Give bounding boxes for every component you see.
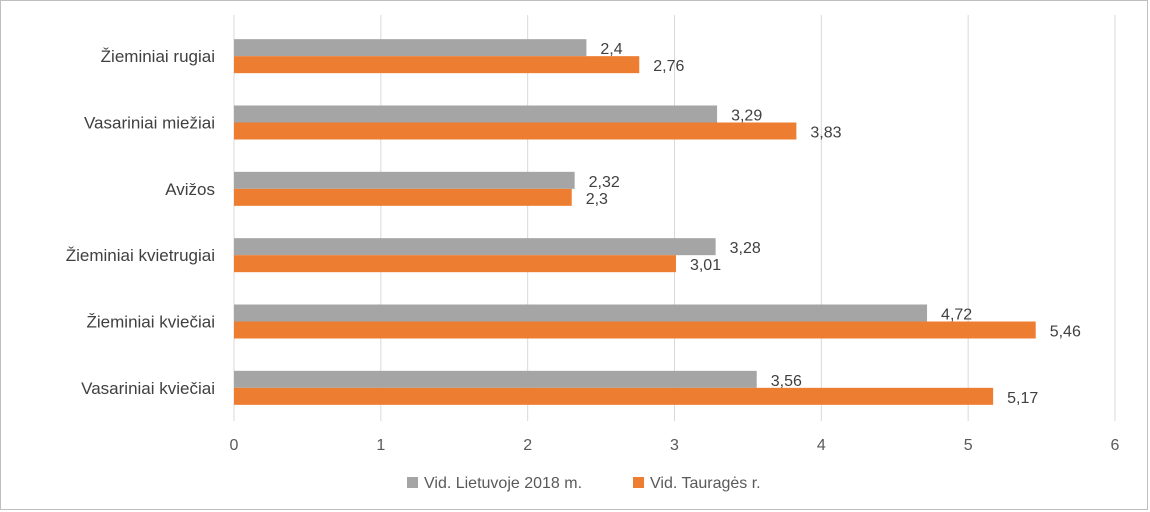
x-tick-label: 3 bbox=[670, 437, 679, 454]
data-label: 5,46 bbox=[1050, 324, 1081, 341]
bar-lithuania-2018 bbox=[234, 39, 587, 57]
category-label: Vasariniai miežiai bbox=[84, 114, 215, 133]
bar-taurage bbox=[234, 255, 676, 273]
legend-swatch-taurage bbox=[633, 477, 644, 488]
x-tick-label: 5 bbox=[964, 437, 973, 454]
gridlines bbox=[233, 15, 1116, 421]
legend-label: Vid. Tauragės r. bbox=[650, 475, 761, 492]
category-label: Žieminiai rugiai bbox=[101, 47, 215, 66]
legend: Vid. Lietuvoje 2018 m. Vid. Tauragės r. bbox=[407, 475, 761, 492]
data-label: 2,4 bbox=[600, 41, 622, 58]
category-label: Avižos bbox=[165, 180, 215, 199]
x-tick-label: 1 bbox=[376, 437, 385, 454]
category-label: Vasariniai kviečiai bbox=[81, 379, 215, 398]
bar-taurage bbox=[234, 56, 640, 74]
data-label: 3,28 bbox=[730, 240, 761, 257]
x-tick-label: 6 bbox=[1111, 437, 1120, 454]
value-axis: 0 1 2 3 4 5 6 bbox=[230, 437, 1120, 454]
data-label: 2,76 bbox=[653, 58, 684, 75]
x-tick-label: 4 bbox=[817, 437, 826, 454]
bar-lithuania-2018 bbox=[234, 105, 718, 123]
data-label: 2,3 bbox=[586, 191, 608, 208]
legend-label: Vid. Lietuvoje 2018 m. bbox=[424, 475, 582, 492]
data-label: 3,29 bbox=[731, 108, 762, 125]
bar-lithuania-2018 bbox=[234, 171, 575, 189]
data-labels: 2,4 2,76 3,29 3,83 2,322,3 3,28 3,01 4,72 5,46 3,… bbox=[586, 41, 1081, 407]
bar-taurage bbox=[234, 188, 572, 206]
category-axis: Žieminiai rugiai Vasariniai miežiai Avižos… bbox=[66, 47, 215, 398]
data-label: 2,32 bbox=[589, 174, 620, 191]
bar-taurage bbox=[234, 122, 797, 140]
category-label: Žieminiai kviečiai bbox=[87, 313, 215, 332]
bar-lithuania-2018 bbox=[234, 238, 716, 256]
legend-swatch-lithuania-2018 bbox=[407, 477, 418, 488]
x-tick-label: 2 bbox=[523, 437, 532, 454]
bars bbox=[234, 39, 1036, 405]
data-label: 3,01 bbox=[690, 257, 721, 274]
bar-lithuania-2018 bbox=[234, 370, 757, 388]
category-label: Žieminiai kvietrugiai bbox=[66, 246, 215, 265]
data-label: 3,56 bbox=[771, 373, 802, 390]
data-label: 4,72 bbox=[941, 307, 972, 324]
x-tick-label: 0 bbox=[230, 437, 239, 454]
bar-taurage bbox=[234, 387, 994, 405]
data-label: 3,83 bbox=[810, 125, 841, 142]
bar-lithuania-2018 bbox=[234, 304, 928, 322]
bar-taurage bbox=[234, 321, 1036, 339]
data-label: 5,17 bbox=[1007, 390, 1038, 407]
